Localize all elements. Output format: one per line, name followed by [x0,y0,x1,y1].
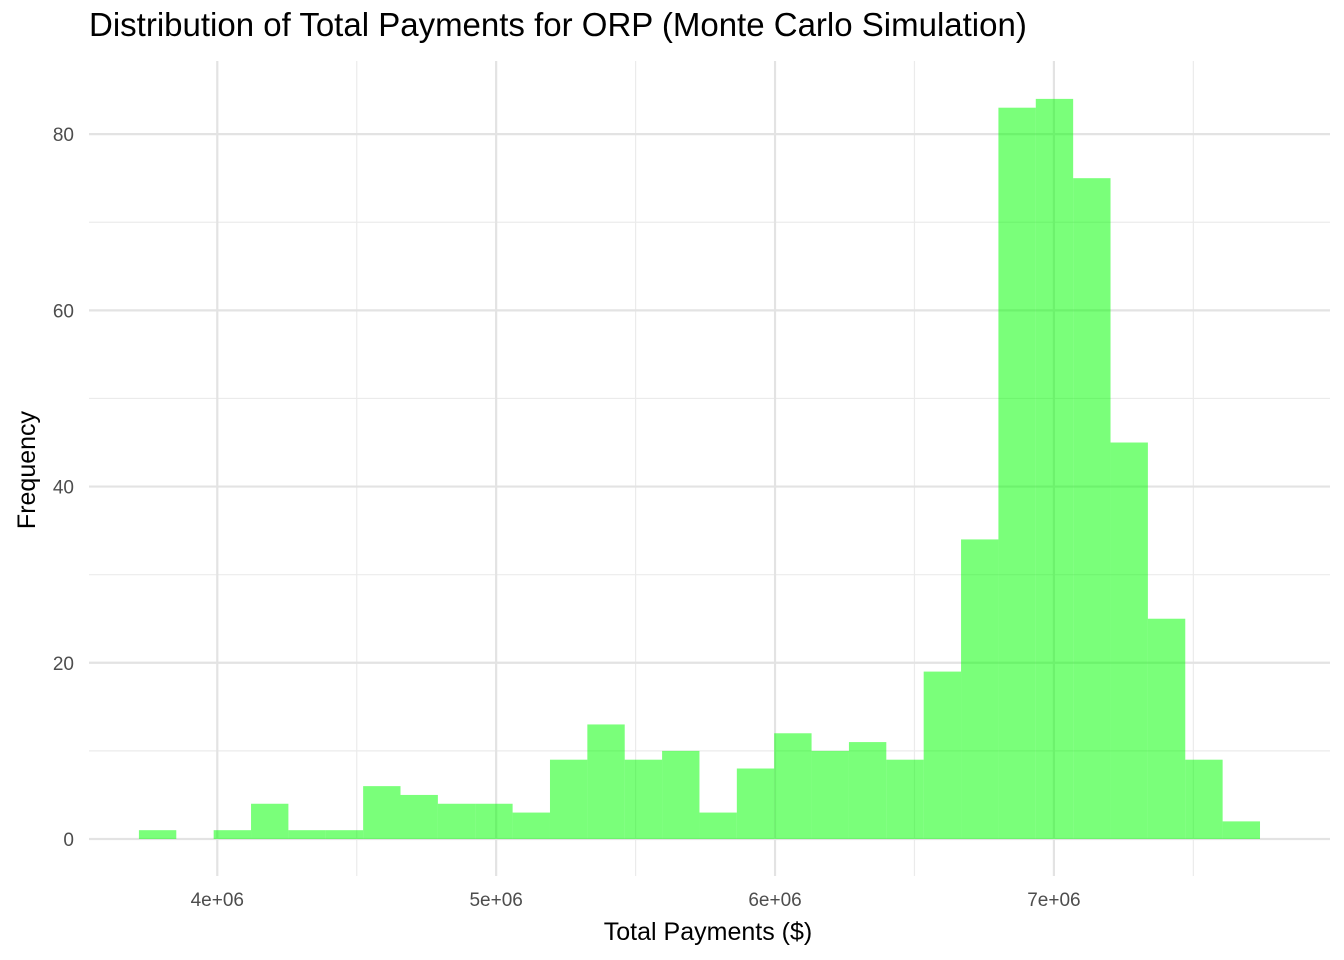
histogram-bar [475,803,513,839]
histogram-bar [437,803,476,839]
histogram-bar [1147,618,1186,839]
histogram-bar [774,733,812,839]
y-tick-label: 80 [53,125,74,146]
histogram-bar [1073,178,1111,839]
histogram-bar [1035,98,1074,839]
histogram-bar [325,830,364,839]
y-axis-ticks: 0 20 40 60 80 [53,125,74,851]
histogram-bar [998,107,1036,839]
y-tick-label: 40 [53,478,74,499]
histogram-bar [587,724,625,839]
x-axis-title: Total Payments ($) [604,918,812,946]
histogram-bar [923,671,962,839]
histogram-bar [213,830,252,839]
histogram-bar [288,830,326,839]
x-tick-label: 4e+06 [191,890,244,911]
x-axis-ticks: 4e+06 5e+06 6e+06 7e+06 [191,890,1081,911]
histogram-bar [886,759,924,839]
x-tick-label: 7e+06 [1027,890,1080,911]
histogram-bar [1110,442,1148,839]
y-tick-label: 60 [53,301,74,322]
histogram-bar [512,812,550,839]
histogram-bar [138,830,177,839]
y-tick-label: 0 [63,830,74,851]
chart-title: Distribution of Total Payments for ORP (… [89,6,1027,43]
histogram-bar [400,794,438,839]
histogram-bar [848,742,887,839]
histogram-bar [736,768,775,839]
histogram-bars [138,98,1261,839]
histogram-bar [624,759,663,839]
histogram-bar [251,803,289,839]
histogram-bar [549,759,588,839]
histogram-bar [699,812,737,839]
histogram-bar [811,750,849,839]
histogram-bar [1222,821,1261,839]
histogram-bar [363,786,401,839]
x-tick-label: 6e+06 [748,890,801,911]
histogram-bar [961,539,999,839]
y-tick-label: 20 [53,654,74,675]
y-axis-title: Frequency [13,410,41,529]
histogram-bar [662,750,700,839]
histogram-bar [1185,759,1223,839]
x-tick-label: 5e+06 [469,890,522,911]
